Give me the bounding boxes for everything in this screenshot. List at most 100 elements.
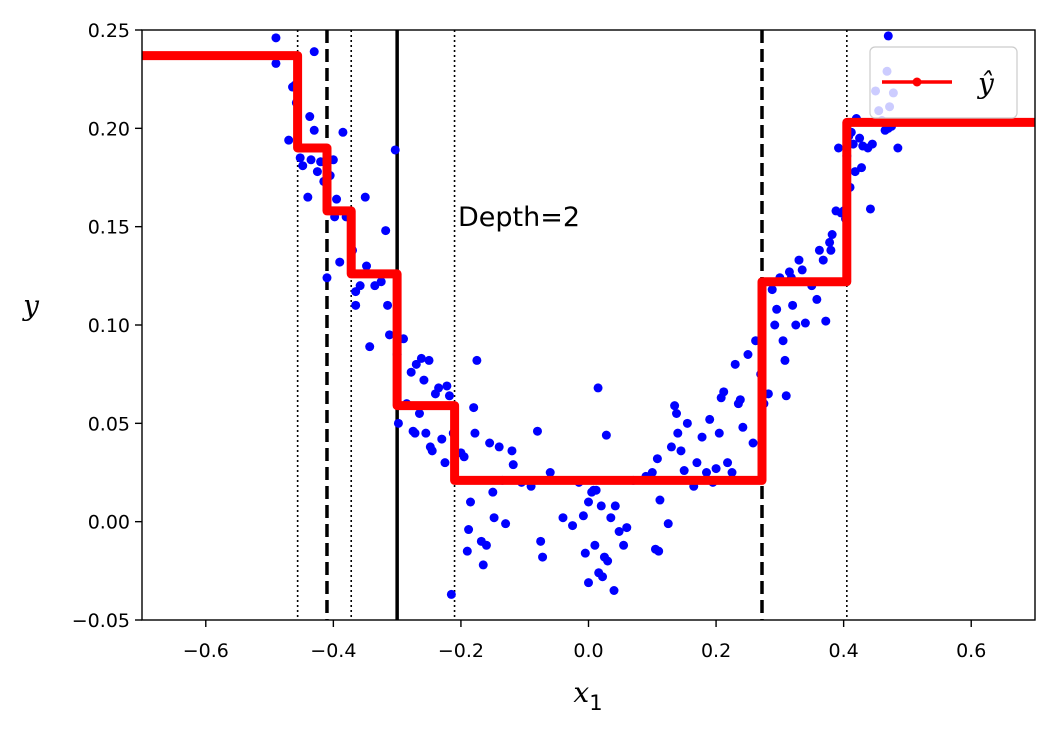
data-point-146 <box>767 285 777 295</box>
data-point-119 <box>672 409 682 418</box>
data-point-141 <box>748 438 758 448</box>
data-point-27 <box>355 281 365 291</box>
data-point-73 <box>489 513 499 523</box>
data-point-29 <box>362 261 372 271</box>
y-axis-label: y <box>21 289 40 322</box>
y-tick-label-5: 0.20 <box>88 118 130 140</box>
data-point-162 <box>814 245 824 255</box>
data-point-163 <box>818 255 828 265</box>
y-tick-label-6: 0.25 <box>88 20 130 42</box>
data-point-180 <box>855 133 865 143</box>
data-point-65 <box>469 403 479 413</box>
data-point-152 <box>781 391 791 401</box>
points-layer <box>271 31 903 599</box>
data-point-51 <box>427 446 437 456</box>
data-point-9 <box>305 112 315 122</box>
data-point-196 <box>883 31 893 41</box>
data-point-67 <box>472 355 482 365</box>
data-point-13 <box>312 167 322 177</box>
data-point-10 <box>306 155 316 165</box>
data-point-164 <box>821 316 831 326</box>
data-point-48 <box>421 428 431 438</box>
data-point-181 <box>857 163 867 173</box>
data-point-130 <box>711 464 721 474</box>
depth-annotation: Depth=2 <box>458 202 580 233</box>
data-point-151 <box>780 355 790 365</box>
x-axis-label: x1 <box>573 676 602 715</box>
data-point-89 <box>580 548 590 558</box>
data-point-111 <box>647 468 657 477</box>
data-point-20 <box>332 194 342 204</box>
data-point-158 <box>797 265 807 275</box>
data-point-126 <box>697 432 707 442</box>
data-point-138 <box>735 395 745 405</box>
plot-frame <box>141 29 1036 621</box>
data-point-128 <box>705 414 715 424</box>
data-point-105 <box>610 501 620 511</box>
x-tick-label-5: 0.4 <box>829 640 859 662</box>
data-point-114 <box>654 546 664 556</box>
data-point-66 <box>470 428 480 438</box>
data-point-147 <box>770 320 780 330</box>
data-point-118 <box>670 401 680 411</box>
data-point-34 <box>383 300 393 310</box>
data-point-32 <box>376 277 386 287</box>
data-point-38 <box>393 418 403 428</box>
data-point-1 <box>271 58 281 68</box>
legend-marker-swatch <box>912 77 922 87</box>
data-point-99 <box>598 572 608 582</box>
data-point-57 <box>444 391 454 401</box>
data-point-123 <box>682 418 692 428</box>
data-point-155 <box>788 300 798 310</box>
data-point-47 <box>419 375 429 385</box>
data-point-113 <box>652 454 662 464</box>
data-point-195 <box>893 143 903 153</box>
data-point-72 <box>488 487 498 497</box>
data-point-115 <box>655 495 665 505</box>
data-point-74 <box>494 442 504 452</box>
data-point-58 <box>446 589 456 599</box>
y-tick-label-0: −0.05 <box>72 610 130 632</box>
data-point-26 <box>351 300 361 310</box>
data-point-70 <box>481 540 491 550</box>
x-tick-label-2: −0.2 <box>438 640 484 662</box>
data-point-107 <box>619 540 629 550</box>
data-point-6 <box>295 153 305 163</box>
data-point-90 <box>584 578 593 588</box>
y-tick-label-4: 0.15 <box>88 217 130 239</box>
data-point-157 <box>794 255 804 265</box>
y-tick-label-2: 0.05 <box>88 413 130 435</box>
data-point-133 <box>719 387 729 397</box>
data-point-101 <box>601 430 611 440</box>
data-point-94 <box>590 540 600 550</box>
data-point-76 <box>501 519 511 529</box>
data-point-127 <box>702 468 712 477</box>
data-point-86 <box>568 521 578 531</box>
data-point-102 <box>603 556 613 566</box>
y-tick-label-3: 0.10 <box>88 315 130 337</box>
data-point-84 <box>545 468 555 477</box>
data-point-45 <box>414 409 424 418</box>
data-point-108 <box>622 523 632 533</box>
x-axis-label-main: x <box>573 676 589 709</box>
data-point-35 <box>384 330 394 340</box>
data-point-71 <box>485 438 495 448</box>
data-point-140 <box>743 350 753 359</box>
data-point-8 <box>303 192 313 202</box>
y-tick-label-1: 0.00 <box>88 512 130 534</box>
data-point-122 <box>679 466 689 476</box>
data-point-44 <box>411 359 421 369</box>
data-point-166 <box>826 245 836 255</box>
data-point-121 <box>676 446 686 456</box>
legend: ŷ <box>869 46 1018 119</box>
data-point-88 <box>578 511 588 521</box>
x-tick-label-3: 0.0 <box>573 640 603 662</box>
data-point-21 <box>335 257 345 267</box>
data-point-104 <box>609 586 619 595</box>
data-point-82 <box>536 536 546 546</box>
data-point-7 <box>298 161 308 171</box>
data-point-63 <box>464 525 474 535</box>
data-point-91 <box>584 497 593 507</box>
data-point-77 <box>507 446 517 456</box>
